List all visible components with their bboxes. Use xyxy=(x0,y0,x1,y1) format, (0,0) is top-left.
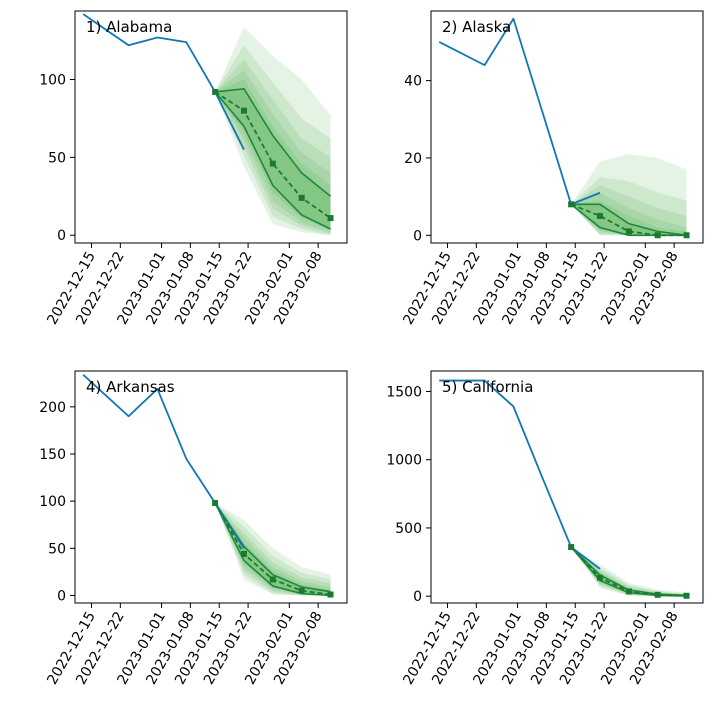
prediction-band-3 xyxy=(215,59,331,234)
prediction-band-5 xyxy=(215,503,331,596)
median-marker xyxy=(596,212,603,219)
y-tick-label: 100 xyxy=(39,73,66,89)
y-tick-label: 50 xyxy=(48,150,66,166)
prediction-band-4 xyxy=(215,503,331,596)
median-marker xyxy=(212,88,219,95)
band-lower-line xyxy=(214,91,331,230)
median-marker xyxy=(596,574,603,581)
median-marker xyxy=(683,232,690,239)
band-upper-line xyxy=(215,88,332,197)
median-marker xyxy=(298,587,305,594)
median-marker xyxy=(683,592,690,599)
prediction-band-4 xyxy=(571,547,687,597)
subplot-title: 4) Arkansas xyxy=(86,378,175,396)
y-tick-label: 0 xyxy=(413,589,422,605)
prediction-band-inner xyxy=(215,88,331,229)
observed-line xyxy=(82,13,245,150)
median-forecast-line xyxy=(570,203,687,237)
y-tick-label: 20 xyxy=(404,151,422,167)
band-lower-line xyxy=(570,203,687,237)
median-marker xyxy=(654,232,661,239)
median-marker xyxy=(269,576,276,583)
axes-frame xyxy=(74,370,348,604)
prediction-band-2 xyxy=(571,192,687,236)
band-lower-line xyxy=(214,502,331,597)
subplot-title: 1) Alabama xyxy=(86,18,172,36)
y-tick-label: 50 xyxy=(48,541,66,557)
prediction-band-5 xyxy=(215,26,331,236)
prediction-band-4 xyxy=(571,177,687,236)
subplot-title: 5) California xyxy=(442,378,533,396)
median-marker xyxy=(240,107,247,114)
prediction-band-inner xyxy=(571,204,687,236)
plot-area xyxy=(439,379,690,599)
prediction-band-3 xyxy=(571,547,687,597)
median-marker xyxy=(568,544,575,551)
median-marker xyxy=(327,591,334,598)
y-tick-label: 0 xyxy=(57,228,66,244)
observed-line xyxy=(438,17,601,206)
axes-frame xyxy=(74,10,348,244)
median-marker xyxy=(240,550,247,557)
y-tick-label: 500 xyxy=(395,521,422,537)
subplot-3: 4) Arkansas0501001502002022-12-152022-12… xyxy=(39,370,348,687)
median-marker xyxy=(327,215,334,222)
prediction-band-5 xyxy=(571,547,687,597)
subplot-title: 2) Alaska xyxy=(442,18,511,36)
observed-line xyxy=(439,379,601,570)
axes-frame xyxy=(430,10,704,244)
axes-frame xyxy=(430,370,704,604)
y-tick-label: 0 xyxy=(413,228,422,244)
observed-line xyxy=(82,374,245,549)
y-tick-label: 1500 xyxy=(386,384,422,400)
median-marker xyxy=(625,228,632,235)
plot-area xyxy=(82,374,334,598)
median-marker xyxy=(654,591,661,598)
subplot-1: 1) Alabama0501002022-12-152022-12-222023… xyxy=(39,10,348,327)
y-tick-label: 100 xyxy=(39,494,66,510)
median-marker xyxy=(298,194,305,201)
band-upper-line xyxy=(571,203,687,237)
y-tick-label: 200 xyxy=(39,400,66,416)
median-marker xyxy=(212,500,219,507)
prediction-band-1 xyxy=(215,79,331,231)
subplot-4: 5) California0500100015002022-12-152022-… xyxy=(386,370,704,687)
y-tick-label: 40 xyxy=(404,74,422,90)
y-tick-label: 0 xyxy=(57,588,66,604)
median-marker xyxy=(625,588,632,595)
plot-area xyxy=(438,17,690,239)
subplot-2: 2) Alaska020402022-12-152022-12-222023-0… xyxy=(400,10,704,327)
prediction-band-3 xyxy=(571,185,687,236)
median-marker xyxy=(269,160,276,167)
median-marker xyxy=(568,201,575,208)
y-tick-label: 150 xyxy=(39,447,66,463)
y-tick-label: 1000 xyxy=(386,453,422,469)
plot-area xyxy=(82,13,334,236)
prediction-band-4 xyxy=(215,45,331,236)
